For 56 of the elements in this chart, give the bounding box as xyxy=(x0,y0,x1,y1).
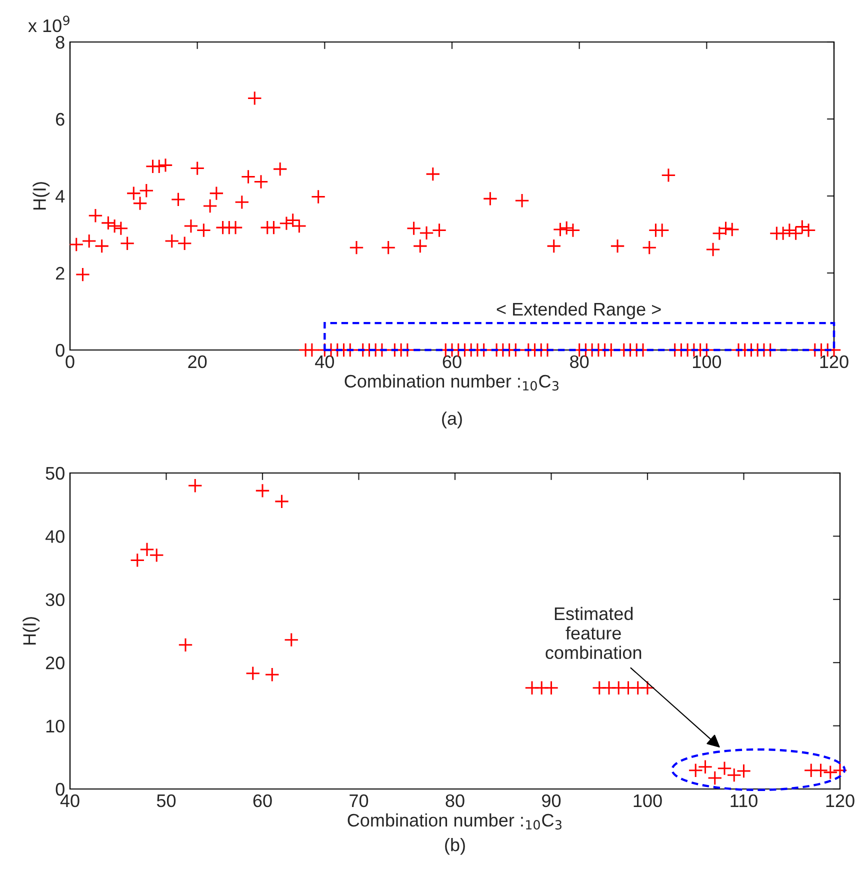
x-tick-label: 90 xyxy=(542,794,561,808)
y-tick-label: 20 xyxy=(46,656,64,670)
point xyxy=(544,680,559,696)
y-tick-label: 50 xyxy=(46,466,64,480)
point xyxy=(698,760,713,774)
point xyxy=(717,760,732,776)
y-tick-label: 0 xyxy=(56,782,64,796)
point xyxy=(188,478,202,493)
point xyxy=(246,666,260,681)
text: (a) xyxy=(442,412,462,428)
point xyxy=(255,483,270,498)
x-axis-title: Combination number :$_{10}$C$_{3}$ xyxy=(348,813,562,830)
x-tick-label: 120 xyxy=(826,794,854,808)
y-axis-title: H(I) xyxy=(32,182,50,210)
point xyxy=(140,542,154,557)
x-tick-label: 100 xyxy=(634,794,662,808)
point xyxy=(284,632,299,648)
x-axis-title: Combination number :$_{10}$C$_{3}$ xyxy=(344,374,558,391)
y-tick-label: 0 xyxy=(56,344,64,357)
x-tick-label: 40 xyxy=(315,355,334,368)
x-tick-label: 50 xyxy=(156,794,176,808)
y-tick-label: 10 xyxy=(46,720,64,733)
point xyxy=(130,552,145,568)
point xyxy=(640,680,655,696)
y-tick-label: 4 xyxy=(56,190,65,203)
x-tick-label: 60 xyxy=(442,355,462,368)
x-tick-label: 80 xyxy=(446,794,464,808)
y-tick-label: 2 xyxy=(56,266,64,280)
y-tick-label: 30 xyxy=(46,593,64,606)
annotation: Estimated feature combination xyxy=(546,606,642,660)
x-tick-label: 120 xyxy=(820,355,848,368)
point xyxy=(688,763,703,778)
point xyxy=(149,548,164,563)
point xyxy=(264,667,280,682)
x-tick-label: 20 xyxy=(188,355,207,368)
point xyxy=(823,764,838,780)
x-tick-label: 0 xyxy=(66,355,74,368)
x-tick-label: 100 xyxy=(692,355,722,368)
y-tick-label: 6 xyxy=(56,112,64,126)
point xyxy=(813,763,828,778)
x-tick-label: 70 xyxy=(350,794,368,808)
point xyxy=(708,770,722,786)
text: x 10$^{9}$ xyxy=(28,16,70,32)
x-tick-label: 80 xyxy=(570,355,589,368)
point xyxy=(178,638,193,652)
x-tick-label: 60 xyxy=(253,794,272,808)
point xyxy=(274,494,290,509)
text: (b) xyxy=(445,838,465,855)
y-tick-label: 8 xyxy=(56,36,64,49)
annotation: < Extended Range > xyxy=(496,302,661,320)
x-tick-label: 110 xyxy=(730,794,758,808)
point xyxy=(736,764,752,778)
y-axis-title: H(I) xyxy=(22,617,40,645)
point xyxy=(832,763,848,778)
point xyxy=(726,768,742,782)
y-tick-label: 40 xyxy=(45,530,64,543)
